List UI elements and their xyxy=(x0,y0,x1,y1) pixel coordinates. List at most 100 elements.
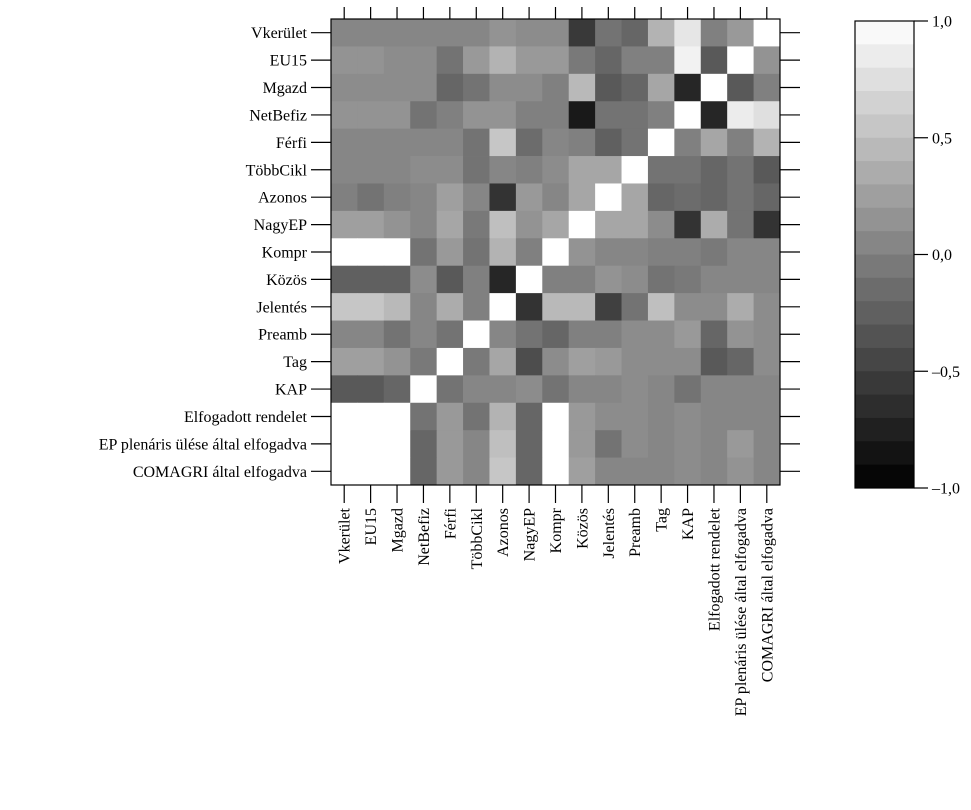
heatmap-cell xyxy=(647,128,675,157)
heatmap-cell xyxy=(489,320,517,349)
heatmap-cell xyxy=(383,46,411,75)
heatmap-cell xyxy=(357,265,385,294)
heatmap-cell xyxy=(463,19,490,47)
heatmap-cell xyxy=(568,293,596,321)
heatmap-cell xyxy=(331,375,358,404)
heatmap-cell xyxy=(383,347,411,376)
heatmap-cell xyxy=(647,430,675,458)
heatmap-cell xyxy=(357,128,385,157)
y-tick-label: Tag xyxy=(283,354,307,371)
heatmap-cell xyxy=(331,128,358,157)
heatmap-cell xyxy=(542,457,570,486)
heatmap-cell xyxy=(331,183,358,212)
heatmap-cell xyxy=(595,320,622,349)
x-tick-label: Férfi xyxy=(442,507,459,539)
heatmap-cell xyxy=(595,210,622,239)
x-tick-label: KAP xyxy=(680,508,697,540)
heatmap-cell xyxy=(727,347,754,376)
heatmap-cell xyxy=(410,238,438,267)
heatmap-cell xyxy=(647,320,675,349)
heatmap-cell xyxy=(727,183,754,212)
heatmap-cell xyxy=(383,402,411,431)
heatmap-cell xyxy=(647,238,675,267)
heatmap-cell xyxy=(331,430,358,458)
heatmap-cell xyxy=(463,46,490,75)
heatmap-cell xyxy=(568,457,596,486)
y-tick-label: Azonos xyxy=(258,190,307,207)
heatmap-cell xyxy=(753,430,781,458)
heatmap-cell xyxy=(515,293,543,321)
heatmap-cell xyxy=(357,347,385,376)
colorbar-step xyxy=(855,67,914,92)
heatmap-cell xyxy=(410,320,438,349)
heatmap-cell xyxy=(489,156,517,184)
heatmap-cell xyxy=(331,46,358,75)
heatmap-cell xyxy=(542,375,570,404)
heatmap-cell xyxy=(595,183,622,212)
x-tick-label: EU15 xyxy=(363,508,380,545)
heatmap-cell xyxy=(436,293,464,321)
heatmap-cell xyxy=(436,128,464,157)
colorbar-tick-label: 0,0 xyxy=(932,247,952,264)
heatmap-cell xyxy=(463,238,490,267)
heatmap-cell xyxy=(489,265,517,294)
heatmap-cell xyxy=(753,183,781,212)
x-tick-label: Vkerület xyxy=(337,507,354,564)
heatmap-cell xyxy=(463,210,490,239)
heatmap-cell xyxy=(700,347,728,376)
colorbar-step xyxy=(855,277,914,302)
heatmap-cell xyxy=(331,73,358,102)
heatmap-cell xyxy=(595,73,622,102)
heatmap-cell xyxy=(463,265,490,294)
heatmap-cell xyxy=(383,293,411,321)
heatmap-cell xyxy=(595,101,622,130)
heatmap-cell xyxy=(410,210,438,239)
y-tick-label: NagyEP xyxy=(254,217,307,234)
heatmap-cell xyxy=(489,128,517,157)
heatmap-cell xyxy=(700,402,728,431)
heatmap-cell xyxy=(357,210,385,239)
heatmap-cell xyxy=(568,128,596,157)
heatmap-cell xyxy=(383,73,411,102)
heatmap-cell xyxy=(727,46,754,75)
heatmap-cell xyxy=(621,265,649,294)
heatmap-cell xyxy=(568,183,596,212)
heatmap-cell xyxy=(674,430,702,458)
heatmap-cell xyxy=(489,293,517,321)
x-tick-label: TöbbCikl xyxy=(469,507,486,569)
colorbar-step xyxy=(855,21,914,45)
heatmap-cell xyxy=(357,402,385,431)
heatmap-cell xyxy=(331,156,358,184)
heatmap-cell xyxy=(410,430,438,458)
heatmap-cell xyxy=(595,46,622,75)
heatmap-cell xyxy=(383,19,411,47)
heatmap-cell xyxy=(674,19,702,47)
heatmap-cell xyxy=(621,457,649,486)
heatmap-cell xyxy=(436,46,464,75)
heatmap-cell xyxy=(542,430,570,458)
heatmap-cell xyxy=(542,210,570,239)
heatmap-cell xyxy=(357,183,385,212)
heatmap-cell xyxy=(410,101,438,130)
heatmap-cell xyxy=(383,265,411,294)
heatmap-cell xyxy=(463,375,490,404)
colorbar-step xyxy=(855,417,914,442)
colorbar-step xyxy=(855,301,914,325)
heatmap-cell xyxy=(357,238,385,267)
y-tick-label: Mgazd xyxy=(263,80,307,97)
heatmap-cell xyxy=(331,265,358,294)
heatmap-cell xyxy=(515,320,543,349)
heatmap-cell xyxy=(621,347,649,376)
heatmap-cell xyxy=(410,265,438,294)
heatmap-cell xyxy=(410,73,438,102)
heatmap-cell xyxy=(674,375,702,404)
heatmap-cell xyxy=(383,128,411,157)
heatmap-cell xyxy=(357,320,385,349)
colorbar-step xyxy=(855,91,914,115)
heatmap-cell xyxy=(436,320,464,349)
heatmap-cell xyxy=(700,457,728,486)
heatmap-axes: Vkerület EU15 Mgazd NetBefiz Férfi TöbbCikl Az… xyxy=(99,7,800,716)
y-tick-label: EU15 xyxy=(270,53,307,70)
heatmap-cell xyxy=(727,457,754,486)
